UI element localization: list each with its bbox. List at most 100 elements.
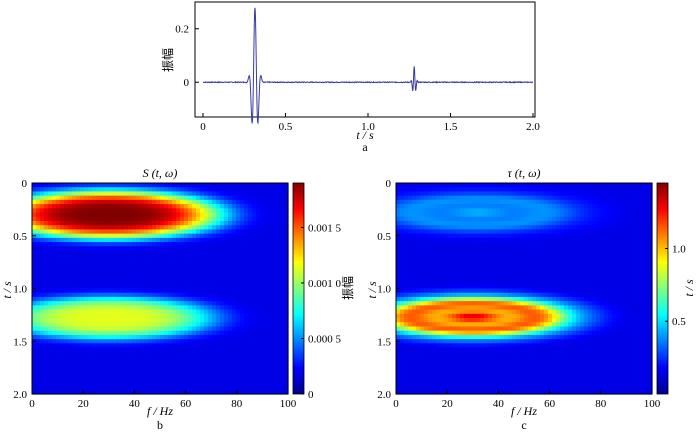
b-heat-cell bbox=[284, 381, 289, 387]
b-heat-cell bbox=[56, 199, 61, 205]
b-heat-cell bbox=[232, 389, 237, 395]
b-heat-cell bbox=[284, 229, 289, 235]
c-heat-cell bbox=[448, 284, 453, 290]
c-heat-cell bbox=[400, 212, 405, 218]
c-heat-cell bbox=[412, 254, 417, 260]
c-heat-cell bbox=[624, 195, 629, 201]
b-heat-cell bbox=[132, 377, 137, 382]
b-heat-cell bbox=[72, 334, 77, 340]
b-heat-cell bbox=[108, 187, 113, 193]
c-heat-cell bbox=[504, 288, 509, 294]
b-heat-cell bbox=[88, 267, 93, 273]
c-heat-cell bbox=[580, 195, 585, 201]
b-heat-cell bbox=[156, 385, 161, 391]
c-heat-cell bbox=[464, 187, 469, 193]
b-heat-cell bbox=[164, 356, 169, 361]
b-heat-cell bbox=[52, 372, 57, 378]
b-heat-cell bbox=[272, 313, 277, 319]
b-heat-cell bbox=[232, 280, 237, 285]
b-heat-cell bbox=[96, 288, 101, 294]
b-heat-cell bbox=[132, 187, 137, 193]
b-heat-cell bbox=[276, 356, 281, 361]
c-heat-cell bbox=[608, 191, 613, 197]
c-heat-cell bbox=[520, 187, 525, 193]
c-heat-cell bbox=[564, 233, 569, 239]
b-heat-cell bbox=[116, 183, 121, 188]
c-heat-cell bbox=[424, 284, 429, 290]
b-heat-cell bbox=[220, 242, 225, 247]
b-heat-cell bbox=[32, 360, 37, 366]
b-heat-cell bbox=[96, 351, 101, 357]
c-heat-cell bbox=[532, 233, 537, 239]
c-heat-cell bbox=[500, 208, 505, 214]
b-heat-cell bbox=[172, 199, 177, 205]
c-heat-cell bbox=[504, 271, 509, 277]
c-heat-cell bbox=[584, 212, 589, 218]
b-heat-cell bbox=[76, 267, 81, 273]
c-heat-cell bbox=[472, 250, 477, 256]
c-heat-cell bbox=[636, 183, 641, 188]
b-heat-cell bbox=[96, 220, 101, 226]
b-heat-cell bbox=[36, 326, 41, 332]
c-heat-cell bbox=[568, 242, 573, 247]
c-heat-cell bbox=[628, 280, 633, 285]
b-heat-cell bbox=[280, 334, 285, 340]
c-heat-cell bbox=[624, 246, 629, 252]
b-heat-cell bbox=[232, 360, 237, 366]
b-heat-cell bbox=[196, 322, 201, 328]
b-heat-cell bbox=[148, 204, 153, 209]
b-heat-cell bbox=[100, 220, 105, 226]
c-heat-cell bbox=[440, 212, 445, 218]
b-heat-cell bbox=[44, 339, 49, 344]
b-heat-cell bbox=[188, 208, 193, 214]
b-heat-cell bbox=[260, 187, 265, 193]
b-heat-cell bbox=[160, 322, 165, 328]
b-heat-cell bbox=[196, 368, 201, 374]
b-heat-cell bbox=[40, 330, 45, 336]
b-heat-cell bbox=[40, 292, 45, 298]
c-heat-cell bbox=[532, 267, 537, 273]
c-heat-cell bbox=[552, 199, 557, 205]
c-heat-cell bbox=[552, 220, 557, 226]
b-heat-cell bbox=[160, 183, 165, 188]
c-heat-cell bbox=[640, 233, 645, 239]
c-heat-cell bbox=[556, 204, 561, 209]
c-heat-cell bbox=[636, 204, 641, 209]
b-heat-cell bbox=[236, 187, 241, 193]
c-heat-cell bbox=[444, 195, 449, 201]
b-heat-cell bbox=[196, 263, 201, 268]
b-xtick-label: 100 bbox=[280, 398, 297, 410]
b-heat-cell bbox=[256, 191, 261, 197]
b-heat-cell bbox=[116, 250, 121, 256]
c-heat-cell bbox=[628, 204, 633, 209]
b-heat-cell bbox=[216, 305, 221, 311]
b-heat-cell bbox=[152, 372, 157, 378]
b-heat-cell bbox=[144, 326, 149, 332]
b-heat-cell bbox=[48, 199, 53, 205]
c-heat-cell bbox=[628, 225, 633, 231]
b-heat-cell bbox=[128, 195, 133, 201]
b-heat-cell bbox=[188, 271, 193, 277]
b-heat-cell bbox=[256, 216, 261, 222]
c-heat-cell bbox=[428, 199, 433, 205]
c-heat-cell bbox=[532, 208, 537, 214]
b-heat-cell bbox=[128, 305, 133, 311]
b-heat-cell bbox=[88, 280, 93, 285]
c-heat-cell bbox=[552, 258, 557, 264]
c-heat-cell bbox=[492, 212, 497, 218]
b-heat-cell bbox=[256, 225, 261, 231]
c-heat-cell bbox=[400, 296, 405, 302]
c-heat-cell bbox=[592, 233, 597, 239]
b-heat-cell bbox=[100, 195, 105, 201]
c-heat-cell bbox=[416, 254, 421, 260]
b-heat-cell bbox=[196, 351, 201, 357]
c-heat-cell bbox=[524, 183, 529, 188]
b-heat-cell bbox=[108, 305, 113, 311]
panel-b-ylabel: t / s bbox=[0, 281, 14, 299]
c-heat-cell bbox=[640, 275, 645, 281]
c-heat-cell bbox=[520, 229, 525, 235]
b-heat-cell bbox=[100, 212, 105, 218]
c-heat-cell bbox=[540, 199, 545, 205]
b-heat-cell bbox=[148, 334, 153, 340]
b-heat-cell bbox=[224, 301, 229, 306]
